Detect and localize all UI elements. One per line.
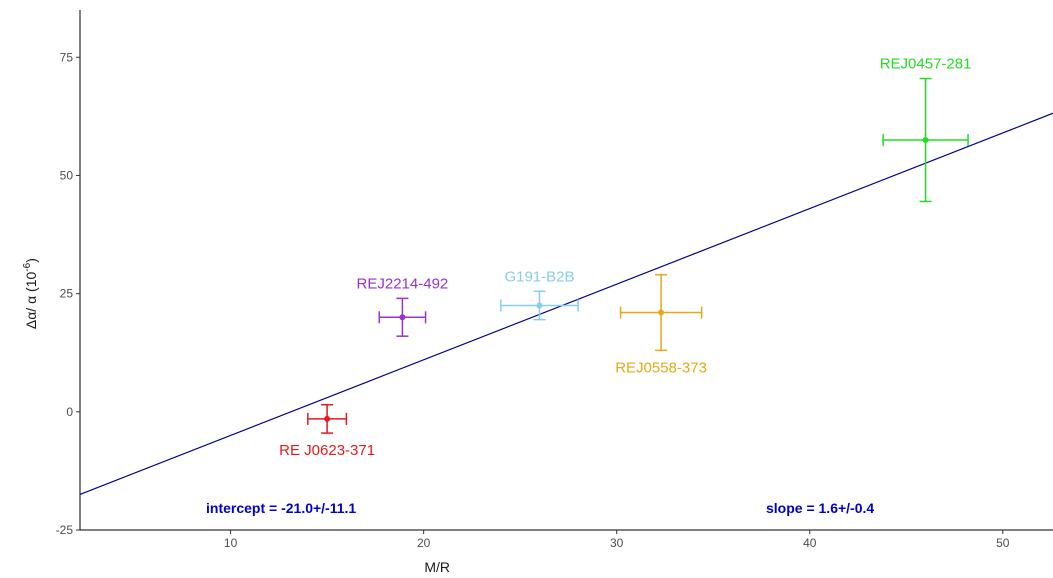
y-axis-title-exponent: -6 xyxy=(22,262,33,271)
data-point-label: REJ0457-281 xyxy=(880,56,972,73)
y-tick-label: 25 xyxy=(60,287,74,301)
x-tick-label: 50 xyxy=(996,536,1010,550)
data-point-group: REJ2214-492 xyxy=(357,275,449,337)
data-point xyxy=(399,314,406,321)
axes: 10 20 30 40 50 -25 0 25 50 75 xyxy=(56,10,1053,550)
y-tick-label: 50 xyxy=(60,168,74,182)
data-point xyxy=(658,309,665,316)
y-tick-label: 0 xyxy=(66,405,73,419)
data-point xyxy=(324,415,331,422)
y-tick-label: -25 xyxy=(56,523,74,537)
x-tick-label: 20 xyxy=(417,536,431,550)
y-tick-label: 75 xyxy=(60,50,74,64)
points-layer: RE J0623-371 REJ2214-492 G191-B2B REJ0558-3… xyxy=(279,56,971,460)
data-point xyxy=(922,137,929,143)
fit-line-layer xyxy=(79,112,1053,496)
data-point-group: RE J0623-371 xyxy=(279,403,375,459)
fit-line xyxy=(79,112,1053,496)
y-axis-title: Δα/ α (10-6) xyxy=(22,258,39,329)
y-axis-title-close: ) xyxy=(23,258,39,263)
data-point-label: G191-B2B xyxy=(504,268,574,285)
data-point-group: G191-B2B xyxy=(500,268,579,321)
data-point-label: RE J0623-371 xyxy=(279,442,375,459)
x-axis-title: M/R xyxy=(424,559,450,575)
x-tick-label: 40 xyxy=(803,536,817,550)
intercept-annotation: intercept = -21.0+/-11.1 xyxy=(206,500,356,516)
x-tick-label: 10 xyxy=(224,536,238,550)
data-point-group: REJ0558-373 xyxy=(615,273,707,376)
data-point-label: REJ2214-492 xyxy=(357,275,449,292)
x-tick-label: 30 xyxy=(610,536,624,550)
y-axis-title-main: Δα/ α (10 xyxy=(23,271,39,329)
slope-annotation: slope = 1.6+/-0.4 xyxy=(766,500,874,516)
data-point-label: REJ0558-373 xyxy=(615,359,707,376)
data-point xyxy=(536,302,543,309)
data-point-group: REJ0457-281 xyxy=(880,56,972,203)
